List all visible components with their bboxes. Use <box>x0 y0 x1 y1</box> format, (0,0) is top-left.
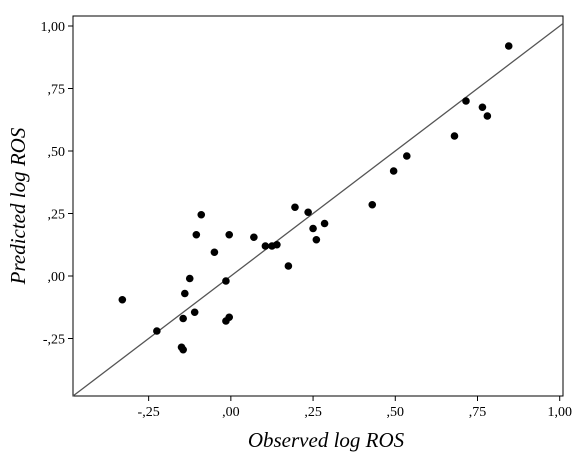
data-point <box>320 219 329 228</box>
data-point <box>402 152 411 160</box>
y-tick-label: ,50 <box>48 145 66 160</box>
data-point <box>309 224 317 233</box>
data-point <box>273 240 281 249</box>
data-point <box>197 210 206 219</box>
x-tick-label: 1,00 <box>547 405 572 420</box>
data-point <box>250 233 258 242</box>
data-point <box>179 314 187 323</box>
data-points <box>118 42 513 354</box>
x-tick-label: ,00 <box>222 405 240 420</box>
data-point <box>192 230 201 239</box>
data-point <box>210 248 219 257</box>
data-point <box>284 262 293 270</box>
data-point <box>185 274 194 283</box>
x-tick-label: ,75 <box>469 405 487 420</box>
data-point <box>261 242 270 250</box>
data-point <box>450 132 459 140</box>
data-point <box>478 103 487 112</box>
data-point <box>153 327 161 335</box>
y-axis-ticks: -,25 ,00 ,25 ,50 ,75 1,00 <box>41 20 73 348</box>
x-tick-label: ,50 <box>387 405 405 420</box>
data-point <box>312 235 321 244</box>
data-point <box>181 289 189 298</box>
y-tick-label: ,75 <box>48 83 66 98</box>
y-tick-label: -,25 <box>43 333 65 348</box>
y-tick-label: ,25 <box>48 208 66 223</box>
data-point <box>225 230 234 239</box>
data-point <box>504 42 513 50</box>
data-point <box>389 167 398 175</box>
y-tick-label: ,00 <box>48 270 66 285</box>
y-tick-label: 1,00 <box>41 20 66 35</box>
reference-line <box>72 22 564 397</box>
x-tick-label: ,25 <box>304 405 322 420</box>
data-point <box>222 277 230 285</box>
data-point <box>462 97 470 105</box>
data-point <box>190 308 199 317</box>
data-point <box>304 208 312 217</box>
x-tick-label: -,25 <box>138 405 160 420</box>
plot-frame <box>72 15 564 397</box>
x-axis-title: Observed log ROS <box>248 428 405 452</box>
y-axis-title: Predicted log ROS <box>6 127 30 285</box>
data-point <box>368 200 377 209</box>
data-point <box>118 295 127 304</box>
data-point <box>483 112 492 120</box>
data-point <box>291 203 299 212</box>
data-point <box>225 313 234 322</box>
x-axis-ticks: -,25 ,00 ,25 ,50 ,75 1,00 <box>138 396 572 420</box>
data-point <box>179 345 187 354</box>
